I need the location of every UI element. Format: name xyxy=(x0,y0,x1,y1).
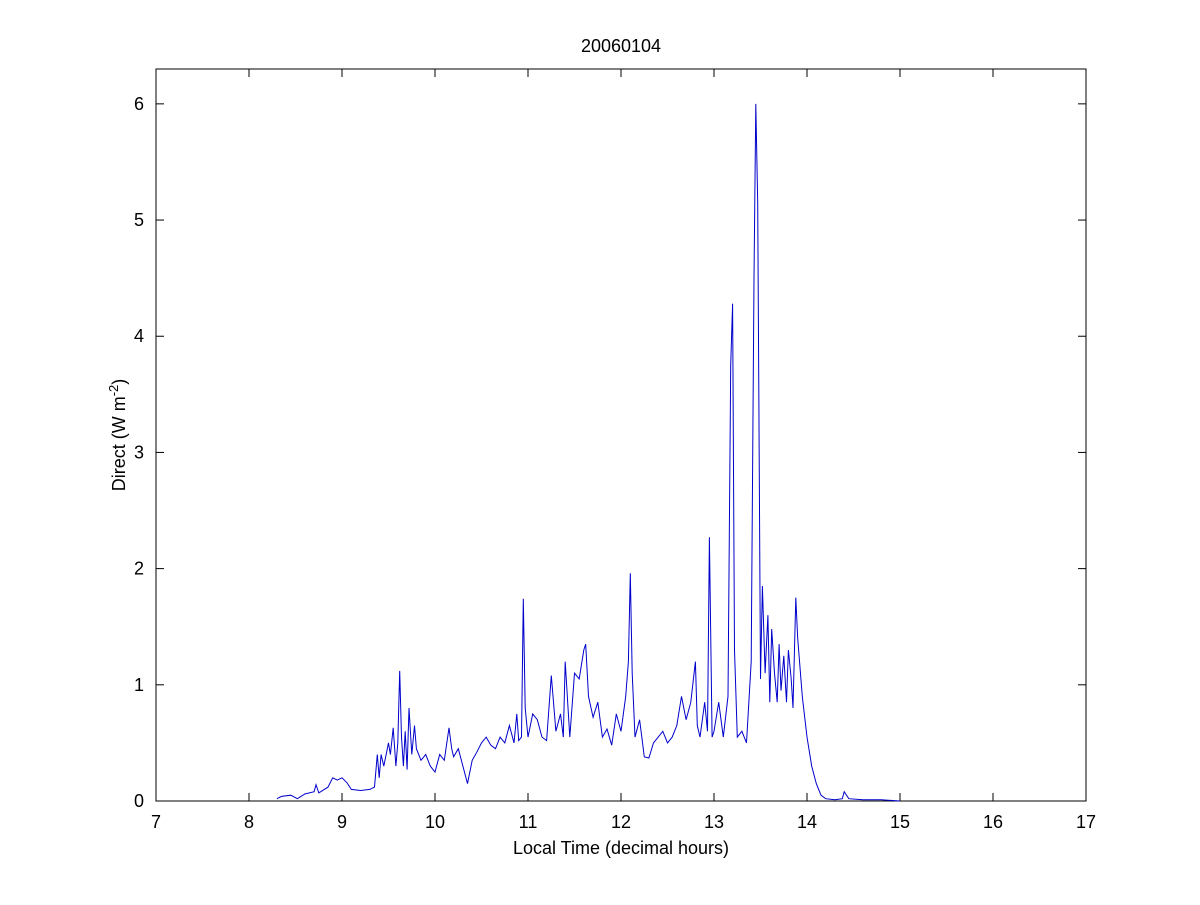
y-tick-label: 5 xyxy=(134,210,144,230)
series-line xyxy=(276,103,901,802)
x-tick-label: 9 xyxy=(337,812,347,832)
chart-title: 20060104 xyxy=(581,36,661,56)
y-axis-label-main: Direct (W m xyxy=(109,396,129,491)
x-axis-label: Local Time (decimal hours) xyxy=(513,838,729,858)
y-tick-label: 0 xyxy=(134,791,144,811)
y-axis-label-close: ) xyxy=(109,379,129,385)
y-tick-label: 2 xyxy=(134,559,144,579)
y-tick-label: 1 xyxy=(134,675,144,695)
x-tick-label: 16 xyxy=(983,812,1003,832)
x-tick-label: 7 xyxy=(151,812,161,832)
x-tick-label: 10 xyxy=(425,812,445,832)
plot-area xyxy=(155,68,1087,802)
x-axis-ticks: 7 8 9 10 11 12 13 14 15 16 17 xyxy=(151,69,1096,832)
y-axis-ticks: 0 1 2 3 4 5 6 xyxy=(134,94,1086,811)
x-tick-label: 8 xyxy=(244,812,254,832)
y-axis-label-exponent: -2 xyxy=(106,385,121,397)
x-tick-label: 17 xyxy=(1076,812,1096,832)
y-tick-label: 6 xyxy=(134,94,144,114)
x-tick-label: 14 xyxy=(797,812,817,832)
y-tick-label: 3 xyxy=(134,442,144,462)
x-tick-label: 13 xyxy=(704,812,724,832)
x-tick-label: 15 xyxy=(890,812,910,832)
x-tick-label: 12 xyxy=(611,812,631,832)
x-tick-label: 11 xyxy=(519,812,538,832)
y-tick-label: 4 xyxy=(134,326,144,346)
y-axis-label: Direct (W m-2) xyxy=(106,379,129,492)
